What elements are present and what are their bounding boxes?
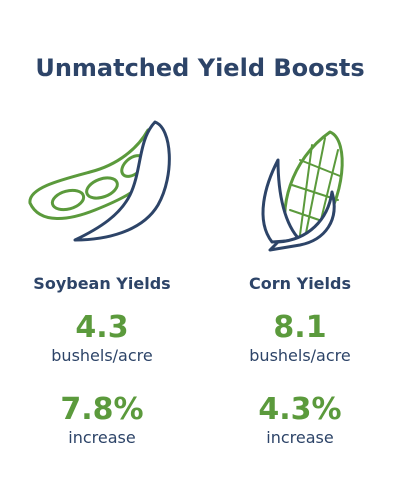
stat-value: 7.8% [60,392,144,427]
stat-label: bushels/acre [51,346,153,365]
column-heading: Soybean Yields [33,274,171,293]
title: Unmatched Yield Boosts [35,54,365,82]
stat-value: 4.3% [258,392,342,427]
stat-value: 4.3 [75,310,129,345]
stat-label: increase [266,428,334,447]
stat-label: bushels/acre [249,346,351,365]
column-heading: Corn Yields [249,274,351,293]
corn-icon [261,130,344,252]
stat-value: 8.1 [273,310,327,345]
stat-label: increase [68,428,136,447]
soybean-icon [28,120,171,242]
